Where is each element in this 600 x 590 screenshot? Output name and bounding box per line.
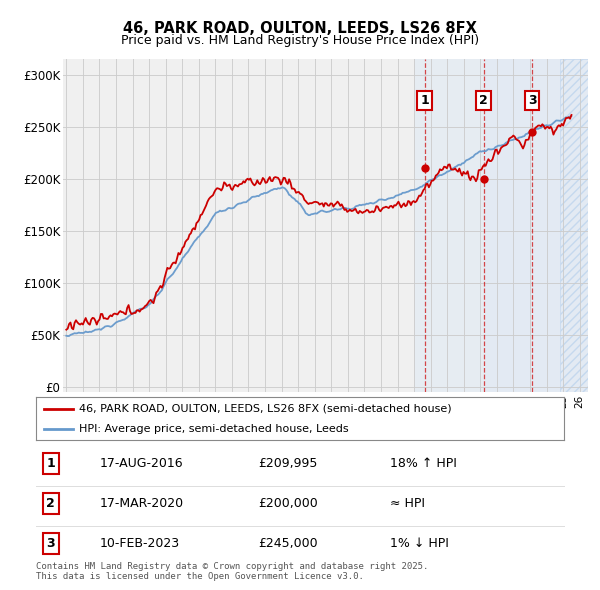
Text: £245,000: £245,000 — [258, 537, 317, 550]
Text: £200,000: £200,000 — [258, 497, 317, 510]
Text: 1% ↓ HPI: 1% ↓ HPI — [390, 537, 449, 550]
Text: HPI: Average price, semi-detached house, Leeds: HPI: Average price, semi-detached house,… — [79, 424, 349, 434]
Text: £209,995: £209,995 — [258, 457, 317, 470]
Bar — [560, 59, 588, 392]
Text: ≈ HPI: ≈ HPI — [390, 497, 425, 510]
Text: 3: 3 — [528, 94, 536, 107]
Text: 1: 1 — [46, 457, 55, 470]
Text: 3: 3 — [46, 537, 55, 550]
Text: Price paid vs. HM Land Registry's House Price Index (HPI): Price paid vs. HM Land Registry's House … — [121, 34, 479, 47]
Text: 17-MAR-2020: 17-MAR-2020 — [100, 497, 184, 510]
Text: 2: 2 — [46, 497, 55, 510]
Text: 2: 2 — [479, 94, 488, 107]
Bar — [485, 59, 588, 392]
Text: 1: 1 — [420, 94, 429, 107]
Bar — [414, 59, 485, 392]
Text: 46, PARK ROAD, OULTON, LEEDS, LS26 8FX (semi-detached house): 46, PARK ROAD, OULTON, LEEDS, LS26 8FX (… — [79, 404, 452, 414]
Text: 46, PARK ROAD, OULTON, LEEDS, LS26 8FX: 46, PARK ROAD, OULTON, LEEDS, LS26 8FX — [123, 21, 477, 35]
Text: Contains HM Land Registry data © Crown copyright and database right 2025.
This d: Contains HM Land Registry data © Crown c… — [36, 562, 428, 581]
Text: 18% ↑ HPI: 18% ↑ HPI — [390, 457, 457, 470]
Text: 17-AUG-2016: 17-AUG-2016 — [100, 457, 183, 470]
Text: 10-FEB-2023: 10-FEB-2023 — [100, 537, 179, 550]
